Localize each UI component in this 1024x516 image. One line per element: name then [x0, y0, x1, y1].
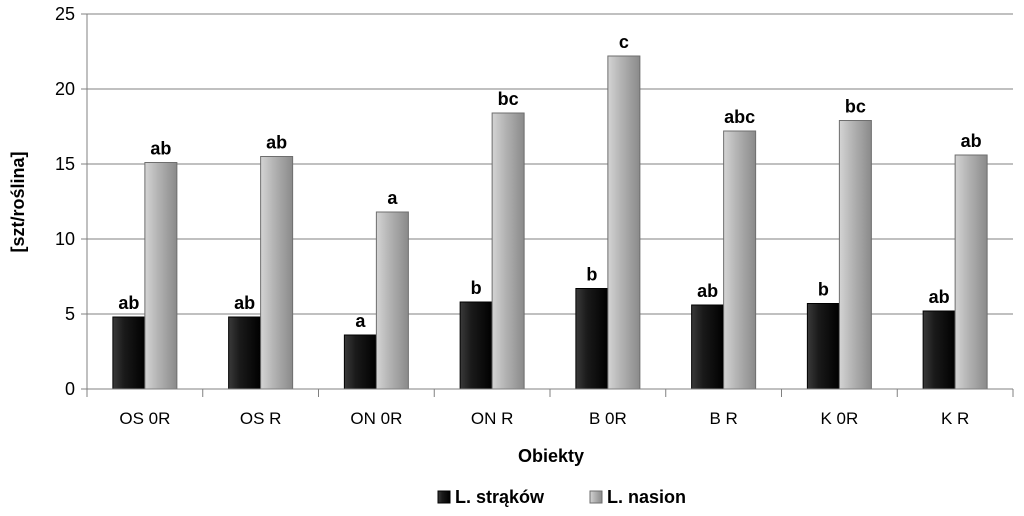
- x-tick-label: K R: [941, 409, 969, 428]
- bar-data-label: a: [355, 311, 366, 331]
- bar-data-label: b: [471, 278, 482, 298]
- bar-data-label: ab: [961, 131, 982, 151]
- x-tick-label: K 0R: [820, 409, 858, 428]
- axes: [86, 14, 1014, 397]
- y-tick-label: 15: [55, 154, 75, 174]
- y-tick-label: 10: [55, 229, 75, 249]
- bar-data-label: ab: [929, 287, 950, 307]
- bar-data-label: abc: [724, 107, 755, 127]
- bar-straki: [112, 316, 146, 390]
- bar-data-label: bc: [498, 89, 519, 109]
- x-tick-label: OS R: [240, 409, 282, 428]
- bar-straki: [922, 310, 956, 390]
- bar-nasiona: [491, 112, 525, 390]
- bar-straki: [575, 288, 609, 390]
- bar-straki: [228, 316, 262, 390]
- x-axis-title: Obiekty: [518, 446, 584, 466]
- bar-data-label: ab: [234, 293, 255, 313]
- bar-data-label: b: [818, 280, 829, 300]
- bar-nasiona: [838, 120, 872, 390]
- y-tick-label: 20: [55, 79, 75, 99]
- x-tick-label: ON R: [471, 409, 514, 428]
- bars: [112, 55, 988, 390]
- bar-nasiona: [144, 162, 178, 390]
- legend-swatch: [589, 490, 603, 504]
- bar-data-label: bc: [845, 97, 866, 117]
- legend: L. strąków L. nasion: [437, 487, 686, 507]
- bar-straki: [459, 301, 493, 390]
- legend-label: L. nasion: [607, 487, 686, 507]
- bar-data-label: ab: [118, 293, 139, 313]
- bar-straki: [691, 304, 725, 390]
- bar-data-label: a: [387, 188, 398, 208]
- legend-swatch: [437, 490, 451, 504]
- bar-data-label: ab: [697, 281, 718, 301]
- bar-nasiona: [375, 211, 409, 390]
- x-tick-label: B R: [709, 409, 737, 428]
- x-tick-label: OS 0R: [119, 409, 170, 428]
- bar-nasiona: [723, 130, 757, 390]
- x-tick-label: ON 0R: [350, 409, 402, 428]
- y-axis-title: [szt/roślina]: [8, 151, 28, 252]
- bar-straki: [806, 303, 840, 390]
- bar-data-label: c: [619, 32, 629, 52]
- x-tick-label: B 0R: [589, 409, 627, 428]
- bar-straki: [343, 334, 377, 390]
- bar-data-label: ab: [150, 139, 171, 159]
- bar-nasiona: [954, 154, 988, 390]
- bar-data-label: b: [586, 265, 597, 285]
- y-tick-label: 5: [65, 304, 75, 324]
- bar-nasiona: [607, 55, 641, 390]
- x-tick-labels: OS 0R OS R ON 0R ON R B 0R B R K 0R K R: [119, 409, 969, 428]
- bar-nasiona: [260, 156, 294, 390]
- y-tick-labels: 0 5 10 15 20 25: [55, 4, 75, 399]
- gridlines: [81, 13, 1013, 390]
- bar-data-label: ab: [266, 133, 287, 153]
- y-tick-label: 25: [55, 4, 75, 24]
- y-tick-label: 0: [65, 379, 75, 399]
- legend-label: L. strąków: [455, 487, 545, 507]
